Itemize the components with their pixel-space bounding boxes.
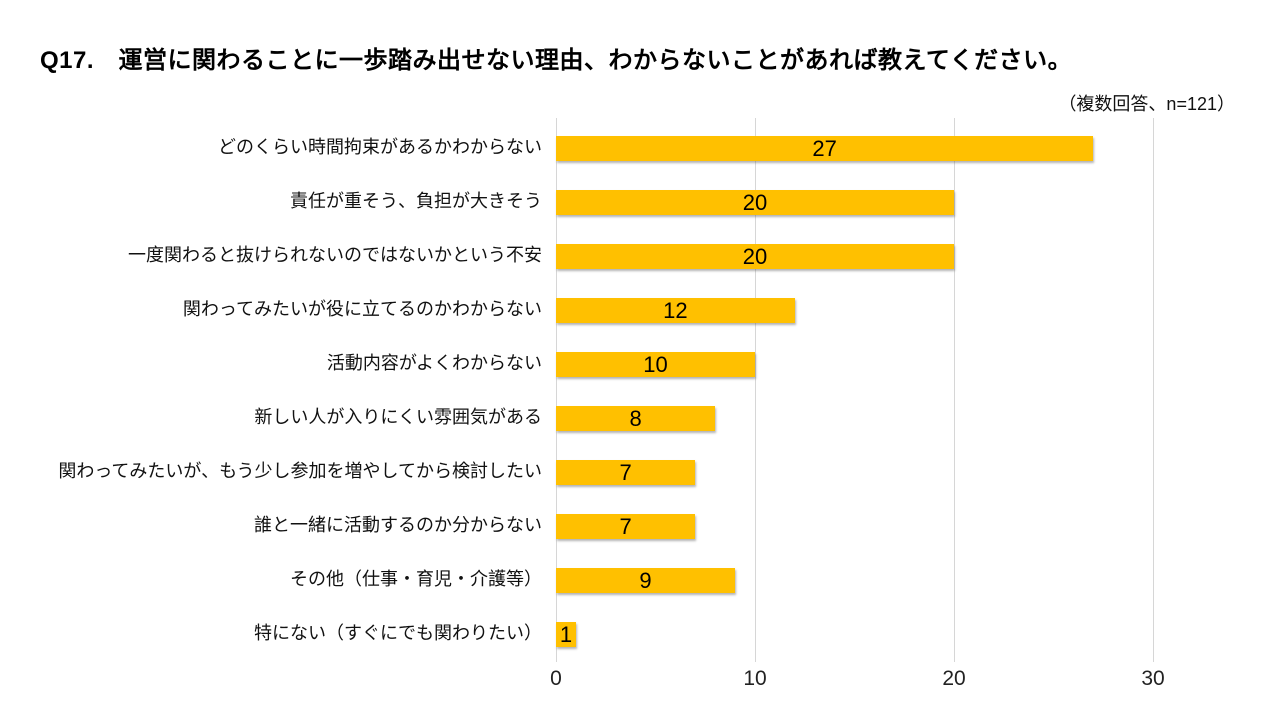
x-tick-label: 10: [743, 667, 767, 690]
bar: 8: [556, 405, 716, 431]
value-label: 20: [742, 243, 768, 269]
bar: 9: [556, 567, 736, 593]
bar-track: 9: [556, 567, 1153, 593]
value-label: 8: [629, 405, 642, 431]
bar-track: 8: [556, 405, 1153, 431]
value-label: 7: [619, 513, 632, 539]
bar-track: 20: [556, 243, 1153, 269]
bar-row: どのくらい時間拘束があるかわからない 27: [0, 121, 1280, 175]
category-label: 誰と一緒に活動するのか分からない: [254, 515, 542, 536]
value-label: 27: [812, 135, 837, 161]
bar-track: 7: [556, 513, 1153, 539]
x-axis: 0 10 20 30: [0, 667, 1280, 691]
gridline: [954, 118, 955, 662]
category-label: 一度関わると抜けられないのではないかという不安: [128, 245, 542, 266]
bar-rows: どのくらい時間拘束があるかわからない 27 責任が重そう、負担が大きそう 20 一度関わ…: [0, 121, 1280, 661]
bar: 1: [556, 621, 576, 647]
category-label: その他（仕事・育児・介護等）: [290, 569, 542, 590]
chart-title: Q17. 運営に関わることに一歩踏み出せない理由、わからないことがあれば教えてく…: [40, 47, 1073, 74]
bar-row: その他（仕事・育児・介護等） 9: [0, 553, 1280, 607]
bar-row: 活動内容がよくわからない 10: [0, 337, 1280, 391]
value-label: 9: [639, 567, 652, 593]
category-label: 活動内容がよくわからない: [326, 353, 542, 374]
bar-row: 関わってみたいが、もう少し参加を増やしてから検討したい 7: [0, 445, 1280, 499]
x-tick-label: 20: [942, 667, 966, 690]
bar-track: 1: [556, 621, 1153, 647]
category-label: 新しい人が入りにくい雰囲気がある: [254, 407, 542, 428]
gridline: [755, 118, 756, 662]
bar: 7: [556, 459, 696, 485]
bar: 12: [556, 297, 795, 323]
gridline: [1153, 118, 1154, 662]
chart-note: （複数回答、n=121）: [1058, 94, 1235, 114]
bar-track: 7: [556, 459, 1153, 485]
bar-row: 特にない（すぐにでも関わりたい） 1: [0, 607, 1280, 661]
category-label: 関わってみたいが、もう少し参加を増やしてから検討したい: [58, 461, 542, 482]
value-label: 10: [643, 351, 668, 377]
bar-row: 誰と一緒に活動するのか分からない 7: [0, 499, 1280, 553]
bar-row: 関わってみたいが役に立てるのかわからない 12: [0, 283, 1280, 337]
bar-row: 一度関わると抜けられないのではないかという不安 20: [0, 229, 1280, 283]
value-label: 12: [663, 297, 688, 323]
bar: 20: [556, 189, 954, 215]
bar: 10: [556, 351, 755, 377]
bar-track: 12: [556, 297, 1153, 323]
bar: 20: [556, 243, 954, 269]
bar: 27: [556, 135, 1094, 161]
value-label: 1: [559, 621, 573, 647]
value-label: 7: [619, 459, 632, 485]
x-tick-label: 0: [550, 667, 562, 690]
value-label: 20: [742, 189, 768, 215]
category-label: 関わってみたいが役に立てるのかわからない: [182, 299, 542, 320]
gridline: [556, 118, 557, 662]
bar-track: 27: [556, 135, 1153, 161]
bar-track: 10: [556, 351, 1153, 377]
category-label: 責任が重そう、負担が大きそう: [290, 191, 542, 212]
bar: 7: [556, 513, 696, 539]
bar-track: 20: [556, 189, 1153, 215]
bar-row: 新しい人が入りにくい雰囲気がある 8: [0, 391, 1280, 445]
x-tick-label: 30: [1141, 667, 1165, 690]
bar-row: 責任が重そう、負担が大きそう 20: [0, 175, 1280, 229]
category-label: どのくらい時間拘束があるかわからない: [218, 137, 542, 158]
category-label: 特にない（すぐにでも関わりたい）: [254, 623, 542, 644]
